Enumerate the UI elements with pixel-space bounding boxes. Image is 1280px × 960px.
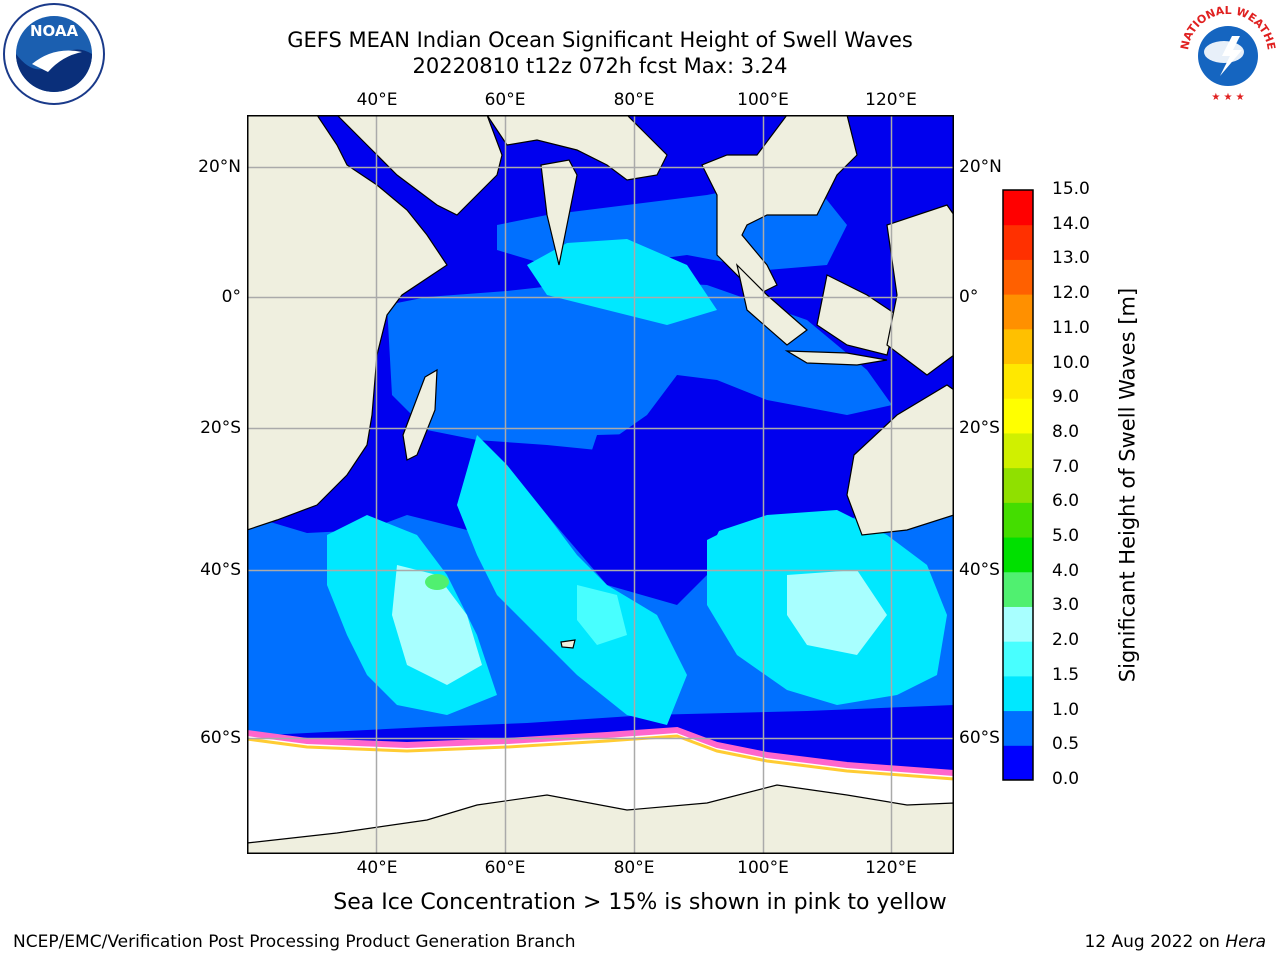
- colorbar-tick-label: 11.0: [1052, 317, 1090, 338]
- colorbar-bin: [1003, 432, 1033, 469]
- graticule: [247, 115, 954, 854]
- colorbar-bin: [1003, 710, 1033, 746]
- swell-height-field: [247, 175, 954, 735]
- nws-logo-icon: NATIONAL WEATHER SERVICE ★ ★ ★: [1176, 2, 1278, 104]
- colorbar-tick-label: 7.0: [1052, 456, 1080, 477]
- noaa-logo-icon: NOAA: [3, 3, 105, 105]
- colorbar-tick-label: 1.5: [1052, 664, 1080, 685]
- colorbar-bin: [1003, 745, 1033, 781]
- colorbar-tick-label: 15.0: [1052, 179, 1090, 199]
- colorbar-bin: [1003, 537, 1033, 573]
- lat-label-left: 20°N: [198, 157, 241, 177]
- map-frame: [247, 115, 954, 854]
- colorbar-tick-label: 10.0: [1052, 352, 1090, 373]
- lon-label-top: 100°E: [737, 90, 789, 110]
- footer-date: 12 Aug 2022 on Hera: [1084, 932, 1266, 952]
- lat-label-right: 0°: [959, 287, 979, 307]
- lat-label-left: 60°S: [200, 728, 241, 748]
- colorbar-tick-label: 0.0: [1052, 769, 1080, 789]
- colorbar-tick-label: 5.0: [1052, 526, 1080, 547]
- colorbar: [1002, 189, 1034, 781]
- lon-label-bottom: 80°E: [613, 858, 655, 878]
- colorbar-bin: [1003, 606, 1033, 642]
- colorbar-tick-label: 1.0: [1052, 699, 1080, 720]
- footer-credit: NCEP/EMC/Verification Post Processing Pr…: [13, 932, 576, 952]
- svg-text:★ ★ ★: ★ ★ ★: [1211, 92, 1244, 103]
- land-masses: [247, 115, 954, 854]
- colorbar-bin: [1003, 675, 1033, 712]
- colorbar-tick-label: 8.0: [1052, 421, 1080, 442]
- colorbar-bin: [1003, 224, 1033, 260]
- lon-label-top: 40°E: [356, 90, 398, 110]
- lon-label-bottom: 60°E: [484, 858, 526, 878]
- colorbar-tick-label: 0.5: [1052, 734, 1080, 755]
- colorbar-border: [1002, 189, 1034, 781]
- lon-label-bottom: 40°E: [356, 858, 398, 878]
- colorbar-bin: [1003, 190, 1033, 226]
- lat-label-right: 40°S: [959, 560, 1000, 580]
- lon-label-bottom: 120°E: [865, 858, 917, 878]
- lat-label-left: 0°: [221, 287, 241, 307]
- colorbar-bin: [1003, 294, 1033, 330]
- svg-text:NOAA: NOAA: [30, 22, 79, 40]
- lat-label-left: 20°S: [200, 418, 241, 438]
- lon-label-top: 120°E: [865, 90, 917, 110]
- colorbar-bin: [1003, 571, 1033, 607]
- colorbar-bin: [1003, 641, 1033, 677]
- colorbar-bin: [1003, 363, 1033, 399]
- colorbar-bin: [1003, 502, 1033, 538]
- lat-label-right: 20°N: [959, 157, 1002, 177]
- colorbar-bin: [1003, 328, 1033, 365]
- colorbar-tick-label: 2.0: [1052, 630, 1080, 651]
- lon-label-top: 80°E: [613, 90, 655, 110]
- colorbar-tick-label: 3.0: [1052, 595, 1080, 616]
- colorbar-bin: [1003, 259, 1033, 295]
- lat-label-left: 40°S: [200, 560, 241, 580]
- lon-label-bottom: 100°E: [737, 858, 789, 878]
- colorbar-tick-label: 13.0: [1052, 248, 1090, 269]
- lat-label-right: 60°S: [959, 728, 1000, 748]
- colorbar-tick-label: 6.0: [1052, 491, 1080, 512]
- sea-ice-caption: Sea Ice Concentration > 15% is shown in …: [333, 890, 947, 915]
- colorbar-bin: [1003, 398, 1033, 434]
- map-title: GEFS MEAN Indian Ocean Significant Heigh…: [287, 28, 913, 52]
- colorbar-bin: [1003, 467, 1033, 503]
- colorbar-tick-label: 9.0: [1052, 387, 1080, 408]
- map-subtitle: 20220810 t12z 072h fcst Max: 3.24: [412, 54, 788, 78]
- lon-label-top: 60°E: [484, 90, 526, 110]
- colorbar-title: Significant Height of Swell Waves [m]: [1115, 287, 1140, 683]
- colorbar-tick-label: 14.0: [1052, 213, 1090, 234]
- lat-label-right: 20°S: [959, 418, 1000, 438]
- colorbar-tick-label: 12.0: [1052, 283, 1090, 304]
- colorbar-tick-label: 4.0: [1052, 560, 1080, 581]
- swell-wave-map: [247, 115, 954, 854]
